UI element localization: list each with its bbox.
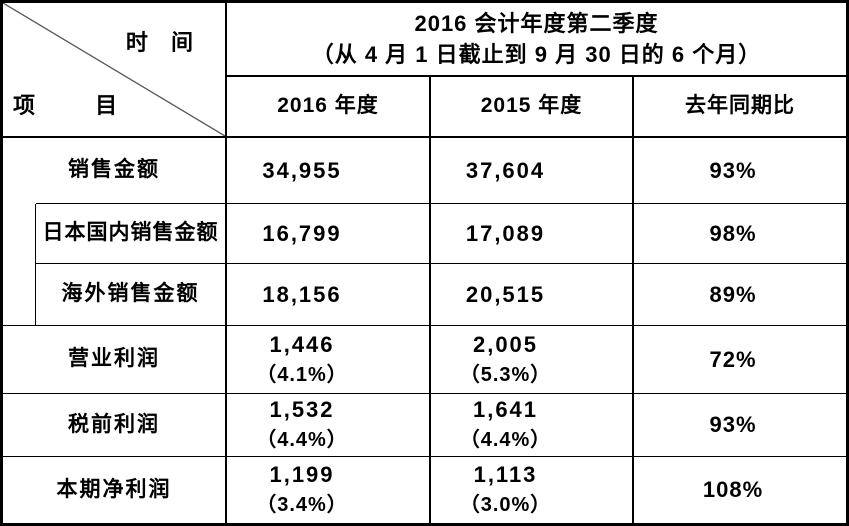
cell-pretax-2015-margin: （4.4%） (459, 429, 552, 451)
diagonal-line (3, 3, 225, 136)
cell-pretax-yoy: 93% (634, 394, 846, 457)
row-label-net-profit: 本期净利润 (3, 457, 227, 523)
period-title: 2016 会计年度第二季度 (414, 11, 659, 36)
cell-operating-2015: 2,005 （5.3%） (431, 326, 634, 394)
cell-domestic-yoy: 98% (634, 204, 846, 264)
cell-pretax-2016: 1,532 （4.4%） (227, 394, 431, 457)
cell-net-yoy: 108% (702, 477, 764, 503)
cell-net-2016: 1,199 （3.4%） (227, 457, 431, 523)
period-header: 2016 会计年度第二季度 （从 4 月 1 日截止到 9 月 30 日的 6 … (227, 3, 846, 77)
cell-operating-2016-margin: （4.1%） (256, 363, 348, 386)
cell-domestic-2016: 16,799 (227, 204, 431, 264)
cell-pretax-2015: 1,641 （4.4%） (431, 394, 634, 457)
row-label-overseas-sales: 海外销售金额 (36, 264, 227, 326)
cell-net-2016-value: 1,199 (269, 462, 335, 487)
corner-item-label: 项 目 (13, 92, 118, 118)
column-header-yoy: 去年同期比 (634, 77, 846, 138)
cell-sales-2016: 34,955 (227, 138, 431, 204)
row-label-operating-profit: 营业利润 (3, 326, 227, 394)
cell-operating-yoy: 72% (634, 326, 846, 394)
cell-net-2015-margin: （3.0%） (459, 494, 552, 516)
cell-pretax-2015-value: 1,641 (472, 397, 539, 422)
cell-operating-2015-margin: （5.3%） (459, 363, 552, 386)
period-subtitle: （从 4 月 1 日截止到 9 月 30 日的 6 个月） (311, 42, 762, 67)
cell-net-2015-value: 1,113 (473, 462, 538, 487)
cell-domestic-2015: 17,089 (431, 204, 634, 264)
row-label-sales: 销售金额 (36, 138, 227, 204)
cell-overseas-yoy: 89% (634, 264, 846, 326)
corner-time-label: 时 间 (125, 30, 193, 55)
cell-operating-2016-value: 1,446 (269, 331, 335, 357)
cell-overseas-2016: 18,156 (227, 264, 431, 326)
cell-operating-2016: 1,446 （4.1%） (227, 326, 431, 394)
cell-sales-yoy: 93% (634, 138, 846, 204)
cell-sales-2015: 37,604 (431, 138, 634, 204)
sub-rows-indent-strip (3, 204, 36, 326)
cell-net-2015: 1,113 （3.0%） (431, 457, 634, 523)
row-label-domestic-sales: 日本国内销售金额 (36, 204, 227, 264)
column-header-2015: 2015 年度 (431, 77, 634, 138)
corner-header-cell: 时 间 项 目 (3, 3, 227, 138)
cell-operating-2015-value: 2,005 (472, 331, 539, 357)
row-label-sales-text: 销售金额 (68, 158, 160, 182)
cell-pretax-2016-value: 1,532 (269, 397, 335, 422)
cell-pretax-2016-margin: （4.4%） (256, 429, 348, 451)
row-label-pretax-profit: 税前利润 (3, 394, 227, 457)
cell-net-2016-margin: （3.4%） (256, 494, 348, 516)
column-header-2016: 2016 年度 (227, 77, 431, 138)
cell-overseas-2015: 20,515 (431, 264, 634, 326)
